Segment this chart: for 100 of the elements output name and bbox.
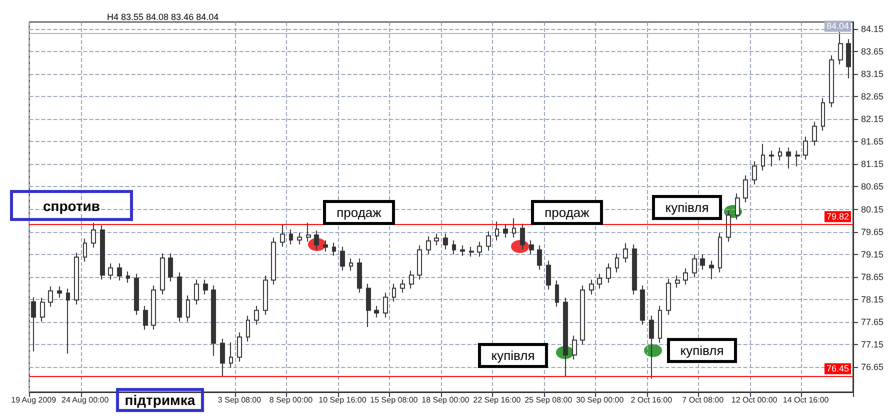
candlestick [220, 338, 225, 377]
y-tick-label: 77.65 [861, 317, 884, 328]
candlestick [229, 342, 233, 368]
candlestick [572, 335, 577, 360]
candlestick [83, 238, 87, 262]
candlestick [117, 262, 122, 282]
candlestick [778, 146, 782, 162]
candlestick [57, 286, 62, 298]
candlestick [632, 244, 637, 296]
x-tick-label: 22 Sep 16:00 [473, 396, 522, 404]
candlestick [366, 283, 371, 328]
candlestick [460, 244, 465, 256]
x-tick-label: 30 Sep 00:00 [576, 396, 624, 404]
y-tick-label: 81.15 [861, 159, 884, 170]
x-tick-label: 15 Sep 08:00 [370, 396, 418, 404]
candlestick [160, 252, 165, 296]
text: H4 83.55 84.08 83.46 84.04 [106, 11, 220, 24]
annotation: купівля [667, 338, 737, 363]
candlestick [580, 285, 585, 346]
y-tick-label: 76.65 [861, 362, 884, 372]
candlestick [263, 275, 268, 316]
candlestick [168, 252, 173, 282]
candlestick [48, 286, 53, 308]
candlestick [520, 223, 525, 250]
candlestick [606, 262, 611, 284]
candlestick [623, 242, 628, 263]
candlestick [417, 244, 422, 280]
y-tick-label: 82.15 [861, 114, 884, 124]
candlestick [658, 305, 662, 344]
candlestick [186, 294, 190, 322]
y-tick-label: 77.15 [861, 340, 884, 350]
candlestick [108, 262, 113, 280]
candlestick [477, 241, 482, 258]
candlestick [357, 258, 362, 294]
candlestick [314, 230, 319, 250]
candlestick [400, 279, 405, 294]
candlestick [512, 218, 516, 238]
candlestick [838, 31, 843, 65]
candlestick [675, 275, 680, 288]
candlestick [537, 244, 542, 270]
y-tick-label: 83.65 [861, 46, 884, 56]
candlestick [211, 285, 216, 356]
candlestick [271, 237, 276, 286]
x-tick-label: 18 Sep 00:00 [422, 396, 470, 404]
candlestick [563, 297, 568, 377]
x-tick-label: 8 Sep 00:00 [269, 396, 314, 404]
candlestick [31, 296, 36, 352]
x-tick-label: 3 Sep 08:00 [218, 396, 262, 404]
candlestick [349, 258, 353, 272]
candlestick [340, 246, 345, 272]
candlestick [795, 150, 800, 167]
candlestick [486, 230, 491, 252]
candlestick [443, 233, 448, 250]
candlestick [289, 229, 293, 245]
candlestick [74, 252, 79, 305]
x-tick-label: 2 Oct 16:00 [630, 396, 673, 404]
candlestick [237, 332, 242, 362]
candlestick [666, 278, 671, 316]
candlestick [529, 240, 534, 255]
candlestick [452, 240, 456, 255]
x-tick-label: 7 Oct 08:00 [682, 396, 724, 404]
candlestick [735, 192, 740, 220]
candlestick [597, 273, 602, 290]
candlestick [194, 279, 199, 305]
candlestick [383, 292, 388, 318]
candlestick [426, 236, 431, 255]
candlestick [709, 260, 714, 280]
candlestick [434, 233, 439, 246]
candlestick [786, 146, 791, 170]
candlestick [718, 232, 722, 273]
candlestick [803, 136, 808, 160]
y-tick-label: 79.15 [861, 249, 884, 260]
y-tick-label: 78.15 [861, 294, 884, 304]
x-tick-label: 24 Aug 00:00 [61, 396, 110, 404]
candlestick [683, 268, 688, 286]
candlestick [743, 174, 748, 203]
candlestick [246, 315, 250, 342]
candlestick [297, 232, 302, 245]
candlestick [100, 225, 105, 280]
candlestick [66, 288, 70, 354]
candlestick [649, 315, 654, 379]
candlestick [503, 224, 508, 238]
x-tick-label: 12 Oct 00:00 [731, 396, 778, 404]
candlestick [761, 143, 765, 171]
candlestick [700, 254, 705, 270]
candlestick [846, 38, 851, 79]
y-tick-label: 84.15 [861, 24, 884, 34]
candlestick [640, 285, 645, 326]
candlestick [306, 222, 311, 242]
annotation: продаж [531, 200, 603, 225]
annotation: купівля [652, 195, 722, 220]
candlestick [40, 297, 45, 322]
candlestick [829, 54, 834, 108]
candlestick [769, 150, 774, 167]
y-tick-label: 80.65 [861, 182, 884, 192]
candlestick [752, 160, 757, 185]
candlestick [821, 98, 825, 132]
candlestick [280, 224, 285, 248]
candlestick [151, 285, 156, 330]
candlestick [134, 273, 139, 316]
